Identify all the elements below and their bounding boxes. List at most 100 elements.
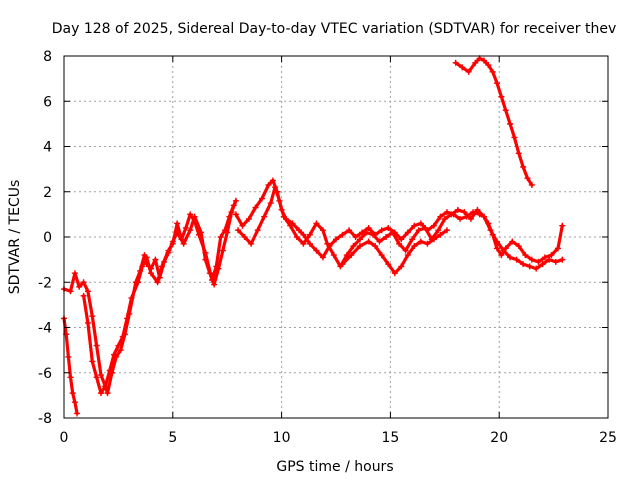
data-point	[352, 234, 359, 240]
data-point	[376, 238, 383, 245]
data-point	[498, 252, 505, 259]
series-track-a	[61, 197, 239, 397]
data-point	[280, 213, 287, 220]
data-point	[409, 236, 416, 243]
data-point	[404, 229, 411, 236]
data-point	[84, 288, 91, 295]
data-point	[306, 240, 313, 247]
data-point	[232, 211, 239, 218]
data-point	[245, 215, 252, 222]
data-point	[385, 261, 392, 268]
data-point	[502, 107, 509, 114]
data-point	[106, 367, 113, 374]
data-point	[452, 59, 459, 66]
data-point	[437, 213, 444, 220]
data-point	[485, 62, 492, 69]
data-point	[97, 390, 104, 397]
data-point	[396, 240, 403, 247]
x-tick-label: 10	[273, 430, 291, 446]
data-point	[219, 247, 226, 254]
data-point	[84, 319, 91, 326]
series-track-c	[80, 202, 237, 397]
data-point	[398, 263, 405, 270]
data-point	[513, 256, 520, 263]
data-point	[71, 270, 78, 277]
data-point	[254, 227, 261, 234]
y-tick-label: 6	[43, 94, 52, 110]
data-point	[80, 279, 87, 286]
data-point	[378, 227, 385, 234]
data-point	[385, 224, 392, 231]
data-point	[339, 261, 346, 268]
data-point	[241, 234, 248, 240]
data-point	[346, 227, 353, 234]
series-track-f	[339, 227, 450, 277]
data-point	[402, 247, 409, 254]
data-point	[259, 195, 266, 202]
data-point	[89, 358, 96, 365]
data-point	[507, 120, 514, 127]
series-line	[236, 185, 564, 271]
data-point	[80, 292, 87, 299]
data-point	[467, 215, 474, 222]
y-tick-label: -8	[38, 411, 52, 427]
data-point	[448, 211, 455, 218]
data-point	[169, 240, 176, 247]
data-point	[383, 234, 390, 240]
data-point	[546, 256, 553, 263]
data-point	[148, 270, 155, 277]
series-track-e	[235, 184, 566, 272]
data-point	[226, 213, 233, 220]
data-point	[454, 206, 461, 213]
data-point	[511, 134, 518, 141]
data-point	[515, 243, 522, 250]
data-point	[71, 399, 78, 406]
data-point	[158, 263, 165, 270]
data-point	[500, 247, 507, 254]
data-point	[330, 252, 337, 259]
x-tick-label: 0	[60, 430, 69, 446]
data-point	[443, 209, 450, 216]
data-point	[134, 279, 141, 286]
data-point	[276, 197, 283, 204]
data-point	[524, 175, 531, 182]
data-point	[272, 184, 279, 191]
data-point	[535, 258, 542, 265]
data-point	[372, 243, 379, 250]
data-point	[480, 57, 487, 64]
data-point	[174, 220, 181, 227]
data-point	[296, 227, 303, 234]
data-point	[267, 200, 274, 207]
data-point	[102, 383, 109, 390]
data-point	[422, 224, 429, 231]
data-point	[269, 177, 276, 184]
data-point	[528, 256, 535, 263]
data-point	[489, 68, 496, 75]
data-point	[74, 410, 81, 417]
y-tick-label: 4	[43, 140, 52, 156]
axis-ticks: 0 5 10 15 20 25 -8 -6 -4 -2 0 2 4 6 8	[38, 49, 617, 446]
data-point	[369, 231, 376, 238]
data-point	[180, 240, 187, 247]
data-point	[93, 374, 100, 381]
data-point	[117, 347, 124, 354]
data-point	[239, 222, 246, 229]
x-tick-label: 5	[168, 430, 177, 446]
data-point	[195, 231, 202, 238]
data-point	[348, 252, 355, 259]
data-point	[365, 224, 372, 231]
data-point	[300, 240, 307, 247]
data-point	[300, 231, 307, 238]
data-point	[97, 372, 104, 379]
data-point	[548, 252, 555, 259]
data-point	[187, 227, 194, 234]
data-point	[398, 236, 405, 243]
y-tick-label: 0	[43, 230, 52, 246]
data-point	[265, 181, 272, 188]
data-point	[554, 245, 561, 252]
x-tick-label: 25	[599, 430, 617, 446]
series-track-d	[232, 177, 566, 265]
data-point	[411, 222, 418, 229]
y-tick-label: -4	[38, 321, 52, 337]
data-point	[494, 238, 501, 245]
